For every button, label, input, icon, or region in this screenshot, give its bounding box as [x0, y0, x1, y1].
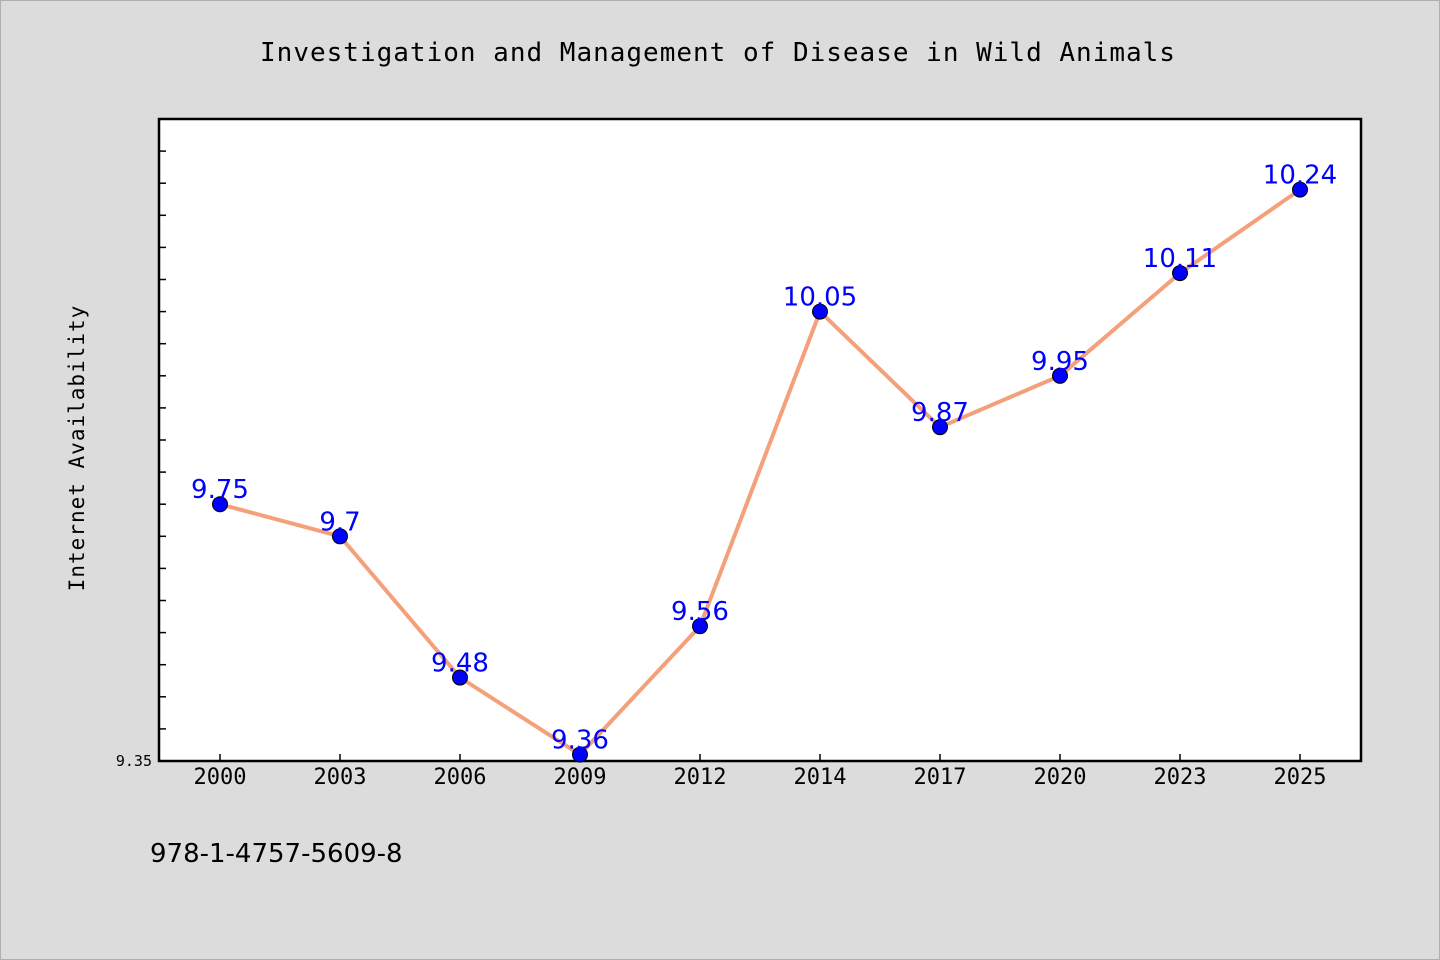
data-point: [692, 618, 708, 635]
data-point: [932, 419, 948, 436]
data-label: 10.24: [1263, 161, 1337, 191]
x-axis-ticks: 2000 2003 2006 2009 2012 2014 2017 2020 2023 2025: [194, 754, 1327, 790]
data-point: [812, 303, 828, 320]
data-label: 9.48: [431, 649, 489, 679]
data-markers: [212, 181, 1308, 763]
x-tick-label: 2017: [914, 765, 967, 790]
x-tick-label: 2009: [554, 765, 607, 790]
y-axis-ticks: [159, 150, 166, 730]
x-tick-label: 2025: [1274, 765, 1327, 790]
data-label: 10.05: [783, 283, 857, 313]
data-label: 9.7: [319, 507, 360, 537]
x-tick-label: 2023: [1154, 765, 1207, 790]
x-tick-label: 2014: [794, 765, 847, 790]
data-point: [332, 528, 348, 545]
data-point: [1292, 181, 1308, 198]
data-label: 10.11: [1143, 244, 1217, 274]
x-tick-label: 2003: [314, 765, 367, 790]
x-tick-label: 2012: [674, 765, 727, 790]
data-point: [1172, 265, 1188, 282]
data-label: 9.36: [551, 726, 609, 756]
isbn-text: 978-1-4757-5609-8: [150, 839, 403, 869]
data-point: [212, 496, 228, 513]
data-label: 9.87: [911, 398, 969, 428]
plot-area: [157, 117, 1363, 763]
chart-title: Investigation and Management of Disease …: [260, 38, 1176, 68]
x-tick-label: 2020: [1034, 765, 1087, 790]
x-tick-label: 2000: [194, 765, 247, 790]
x-tick-label: 2006: [434, 765, 487, 790]
data-label: 9.75: [191, 475, 249, 505]
y-axis-tick-labels: 9.35: [116, 752, 152, 770]
y-tick-label: 9.35: [116, 752, 152, 770]
y-axis-label: Internet Availability: [65, 305, 89, 592]
data-point: [452, 669, 468, 686]
data-point: [572, 746, 588, 763]
data-label: 9.95: [1031, 347, 1089, 377]
series-line: [219, 187, 1302, 757]
data-labels: 9.75 9.7 9.48 9.36 9.56 10.05 9.87 9.95 10.11 10.…: [191, 161, 1337, 756]
data-label: 9.56: [671, 597, 729, 627]
data-point: [1052, 367, 1068, 384]
